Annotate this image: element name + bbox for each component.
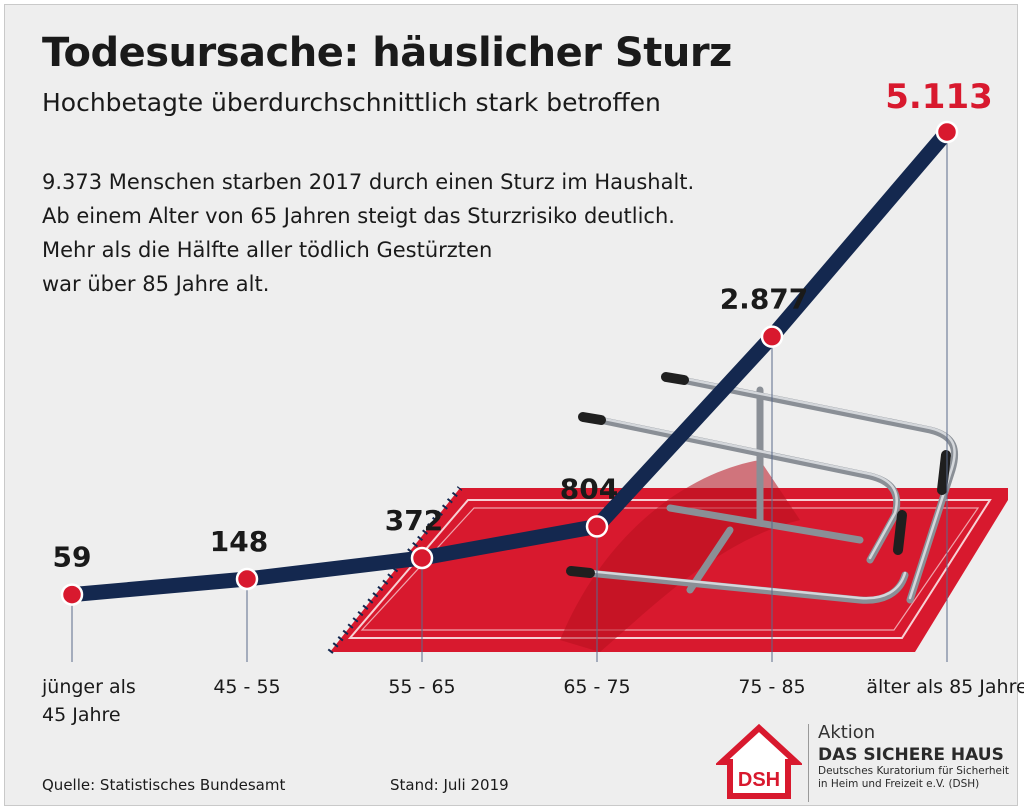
x-axis-tick-labels: jünger als 45 Jahre 45 - 55 55 - 65 65 - 75 7…: [41, 676, 1024, 726]
data-label: 148: [210, 525, 268, 558]
x-tick-label: 45 - 55: [213, 676, 280, 698]
x-tick-label: älter als 85 Jahre: [866, 676, 1024, 698]
data-label: 5.113: [885, 77, 993, 117]
leader-lines: [71, 132, 948, 662]
series-line: [64, 124, 955, 603]
data-point: [60, 583, 84, 606]
date-note: Stand: Juli 2019: [390, 776, 509, 794]
description-line: Ab einem Alter von 65 Jahren steigt das …: [42, 204, 675, 228]
logo-line1: Aktion: [818, 722, 876, 743]
data-label: 804: [560, 472, 618, 505]
data-point: [585, 515, 609, 538]
description-line: war über 85 Jahre alt.: [42, 272, 270, 296]
dsh-logo-icon: DSH: [716, 723, 802, 799]
data-label: 59: [53, 541, 92, 574]
logo-line3: Deutsches Kuratorium für Sicherheit: [818, 765, 1010, 777]
x-tick-label: jünger als 45 Jahre: [41, 676, 136, 726]
logo-mark: DSH: [738, 769, 780, 791]
value-labels: 59 148 372 804 2.877 5.113: [53, 77, 993, 574]
data-point: [410, 546, 434, 570]
carpet-icon: [327, 460, 1008, 654]
source-note: Quelle: Statistisches Bundesamt: [42, 776, 286, 794]
logo-divider: [808, 724, 809, 802]
data-point: [235, 567, 259, 591]
description-line: 9.373 Menschen starben 2017 durch einen …: [42, 170, 695, 194]
x-tick-label: 55 - 65: [388, 676, 455, 698]
x-tick-label: 65 - 75: [563, 676, 630, 698]
x-tick-label: 75 - 85: [738, 676, 805, 698]
data-point: [935, 120, 959, 144]
data-point: [760, 325, 784, 348]
description-text: 9.373 Menschen starben 2017 durch einen …: [42, 165, 694, 301]
data-label: 2.877: [720, 283, 809, 316]
data-markers: [60, 120, 959, 606]
data-label: 372: [385, 504, 443, 537]
logo-line2: DAS SICHERE HAUS: [818, 745, 1004, 765]
page-subtitle: Hochbetagte überdurchschnittlich stark b…: [42, 88, 661, 117]
logo-text: Aktion DAS SICHERE HAUS Deutsches Kurato…: [818, 722, 1009, 791]
walker-icon: [566, 372, 959, 604]
page-title: Todesursache: häuslicher Sturz: [42, 30, 732, 76]
infographic-frame: [4, 4, 1018, 806]
description-line: Mehr als die Hälfte aller tödlich Gestür…: [42, 238, 493, 262]
logo-line4: in Heim und Freizeit e.V. (DSH): [818, 778, 980, 790]
